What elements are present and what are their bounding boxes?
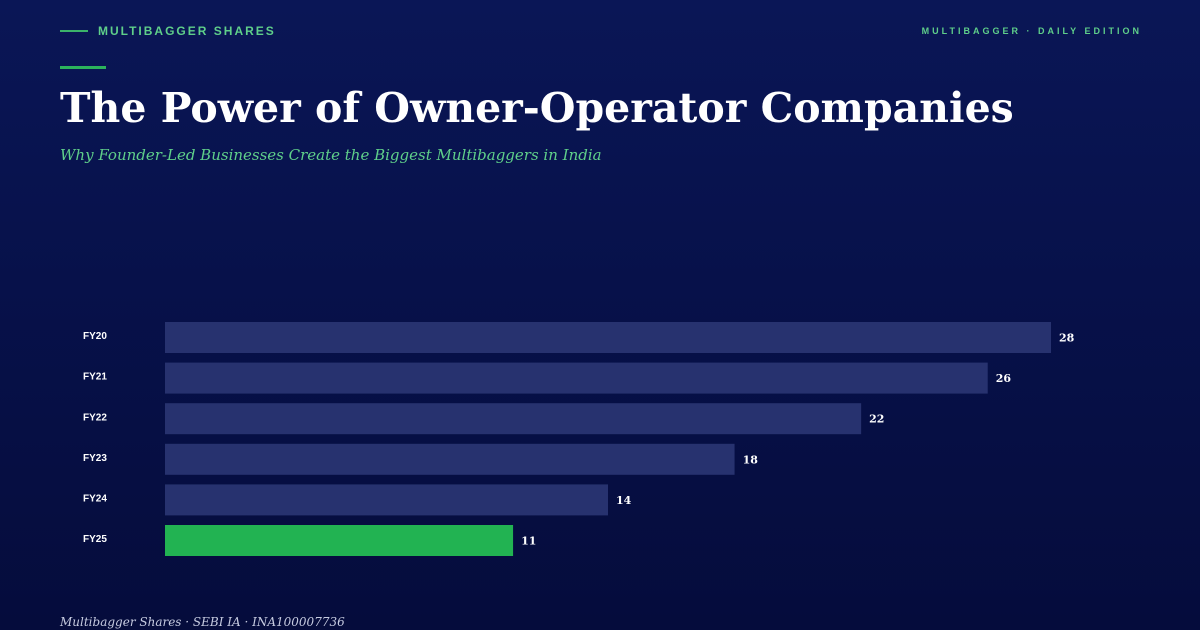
category-label: FY22 (83, 412, 107, 423)
brand-name: MULTIBAGGER SHARES (98, 24, 276, 38)
value-label: 22 (869, 413, 884, 426)
value-label: 11 (521, 535, 536, 548)
category-label: FY24 (83, 494, 107, 505)
bar (165, 322, 1051, 353)
category-label: FY20 (83, 331, 107, 342)
bar (165, 484, 608, 516)
bar (165, 362, 988, 394)
brand: MULTIBAGGER SHARES (60, 24, 276, 38)
value-label: 14 (616, 494, 632, 507)
value-label: 28 (1059, 332, 1075, 345)
bar (165, 525, 514, 556)
bar (165, 443, 735, 475)
footer-credit: Multibagger Shares · SEBI IA · INA100007… (60, 615, 345, 629)
category-label: FY25 (83, 534, 107, 545)
category-label: FY21 (83, 372, 107, 383)
value-label: 26 (996, 372, 1012, 385)
category-label: FY23 (83, 453, 107, 464)
page-subtitle: Why Founder-Led Businesses Create the Bi… (60, 146, 602, 164)
brand-rule (60, 30, 88, 32)
accent-rule (60, 66, 106, 69)
edition-label: MULTIBAGGER · DAILY EDITION (921, 26, 1142, 36)
value-label: 18 (743, 453, 759, 466)
bar (165, 403, 862, 435)
page-title: The Power of Owner-Operator Companies (60, 84, 1014, 132)
